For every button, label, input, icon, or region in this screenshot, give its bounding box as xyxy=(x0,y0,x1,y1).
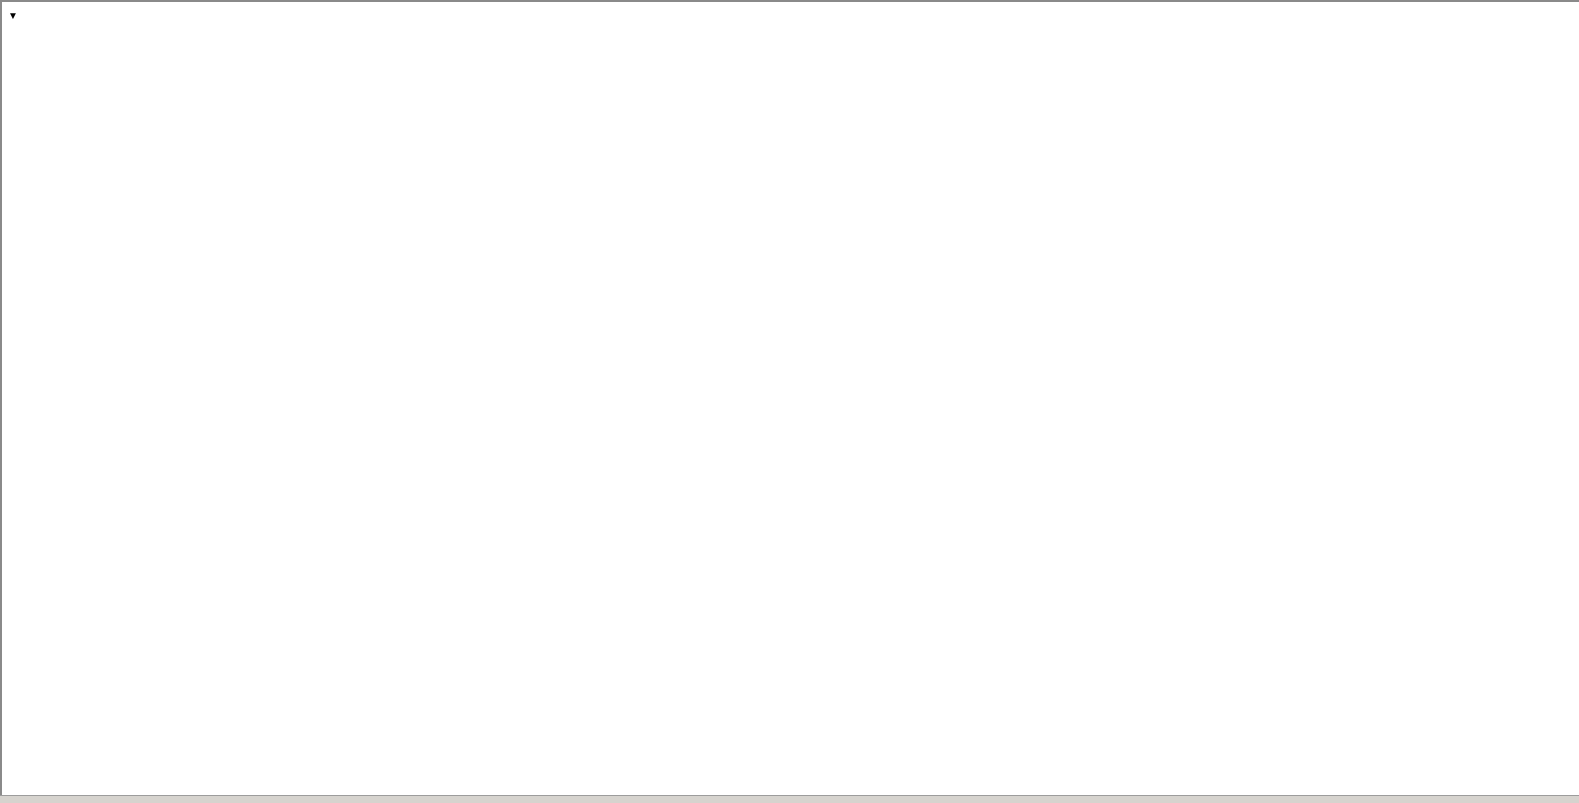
hline-price-tag xyxy=(1493,0,1557,16)
window-frame-left xyxy=(0,0,2,795)
window-frame-top xyxy=(0,0,1579,2)
window-frame-bottom xyxy=(0,795,1579,803)
chart-header: ▼ xyxy=(8,8,34,23)
symbol-dropdown-icon[interactable]: ▼ xyxy=(8,11,18,22)
